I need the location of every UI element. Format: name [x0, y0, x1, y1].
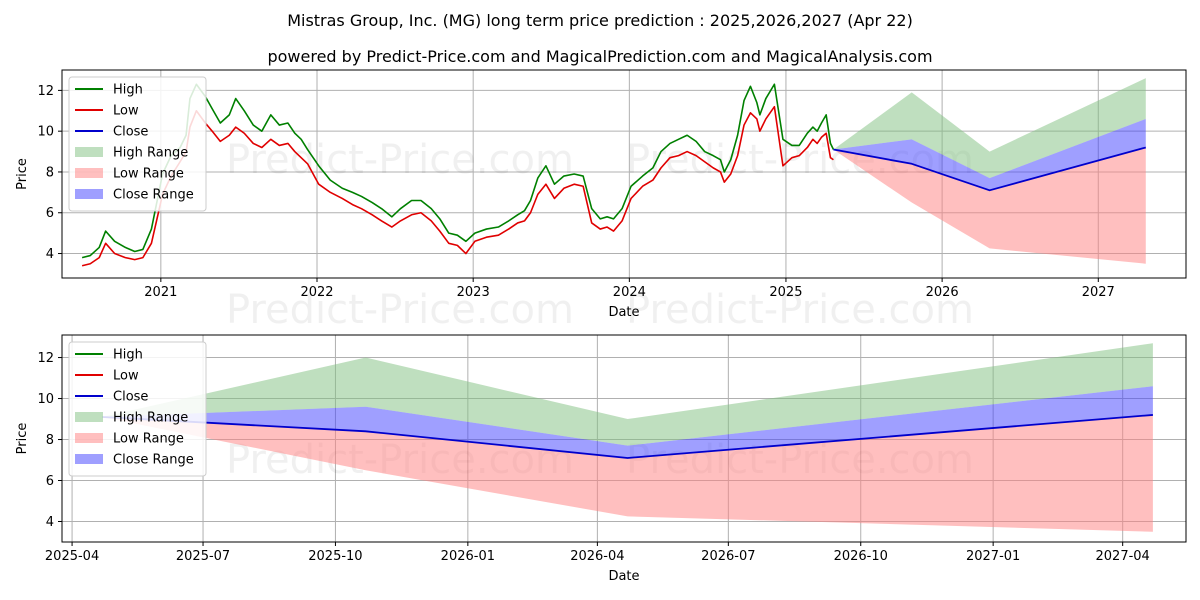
legend-patch-swatch	[75, 454, 103, 464]
y-tick-label: 6	[46, 474, 54, 489]
y-axis-label: Price	[15, 423, 30, 455]
x-tick-label: 2025-07	[176, 549, 230, 564]
x-tick-label: 2024	[613, 285, 646, 300]
y-tick-label: 4	[46, 515, 54, 530]
plot-frame	[61, 69, 1187, 279]
chart-subtitle: powered by Predict-Price.com and Magical…	[267, 47, 932, 66]
forecast-zoom-panel: Predict-Price.comPredict-Price.com2025-0…	[15, 334, 1187, 584]
legend-patch-swatch	[75, 189, 103, 199]
x-tick-label: 2021	[144, 285, 177, 300]
x-axis-label: Date	[608, 305, 639, 320]
close-range-band	[102, 386, 1153, 458]
x-tick-label: 2025-04	[45, 549, 99, 564]
low-series-line	[81, 105, 834, 267]
low-range-band	[102, 414, 1153, 532]
x-tick-label: 2025-10	[308, 549, 362, 564]
legend-patch-swatch	[75, 168, 103, 178]
x-axis-label: Date	[608, 569, 639, 584]
high-range-band	[102, 343, 1153, 446]
y-tick-label: 6	[46, 206, 54, 221]
legend-label: Close Range	[113, 188, 194, 203]
legend-label: Low Range	[113, 432, 184, 447]
legend-patch-swatch	[75, 433, 103, 443]
x-tick-label: 2026	[926, 285, 959, 300]
legend-label: Low	[113, 369, 139, 384]
watermark-text: Predict-Price.com	[226, 287, 574, 333]
y-axis-label: Price	[15, 158, 30, 190]
legend-label: High	[113, 348, 143, 363]
legend-box	[68, 341, 207, 477]
y-tick-label: 8	[46, 433, 54, 448]
low-range-band	[833, 147, 1146, 264]
x-tick-label: 2023	[457, 285, 490, 300]
x-tick-label: 2027-04	[1096, 549, 1150, 564]
x-tick-label: 2026-01	[441, 549, 495, 564]
y-tick-label: 4	[46, 247, 54, 262]
legend-label: High Range	[113, 146, 188, 161]
legend-box	[68, 76, 207, 212]
high-series-line	[81, 83, 835, 259]
high-range-band	[833, 78, 1146, 179]
x-tick-label: 2026-04	[570, 549, 624, 564]
x-tick-label: 2026-10	[834, 549, 888, 564]
legend-patch-swatch	[75, 412, 103, 422]
y-tick-label: 10	[37, 392, 54, 407]
close-range-band	[833, 118, 1146, 191]
y-tick-label: 10	[37, 125, 54, 140]
legend-label: Close Range	[113, 453, 194, 468]
legend-label: High Range	[113, 411, 188, 426]
x-tick-label: 2026-07	[701, 549, 755, 564]
watermark-text: Predict-Price.com	[626, 287, 974, 333]
x-tick-label: 2022	[300, 285, 333, 300]
x-tick-label: 2027-01	[966, 549, 1020, 564]
y-tick-label: 12	[37, 84, 54, 99]
plot-frame	[61, 334, 1187, 543]
x-tick-label: 2025	[769, 285, 802, 300]
long-term-panel: Predict-Price.com Predict-Price.comPredic…	[15, 69, 1187, 333]
y-tick-label: 12	[37, 351, 54, 366]
legend-label: Close	[113, 125, 148, 140]
chart-title: Mistras Group, Inc. (MG) long term price…	[287, 11, 913, 30]
legend-label: Close	[113, 390, 148, 405]
y-tick-label: 8	[46, 165, 54, 180]
legend-label: High	[113, 83, 143, 98]
legend-label: Low	[113, 104, 139, 119]
close-forecast-line	[102, 414, 1153, 459]
x-tick-label: 2027	[1082, 285, 1115, 300]
close-forecast-line	[833, 146, 1147, 192]
legend-patch-swatch	[75, 147, 103, 157]
legend-label: Low Range	[113, 167, 184, 182]
